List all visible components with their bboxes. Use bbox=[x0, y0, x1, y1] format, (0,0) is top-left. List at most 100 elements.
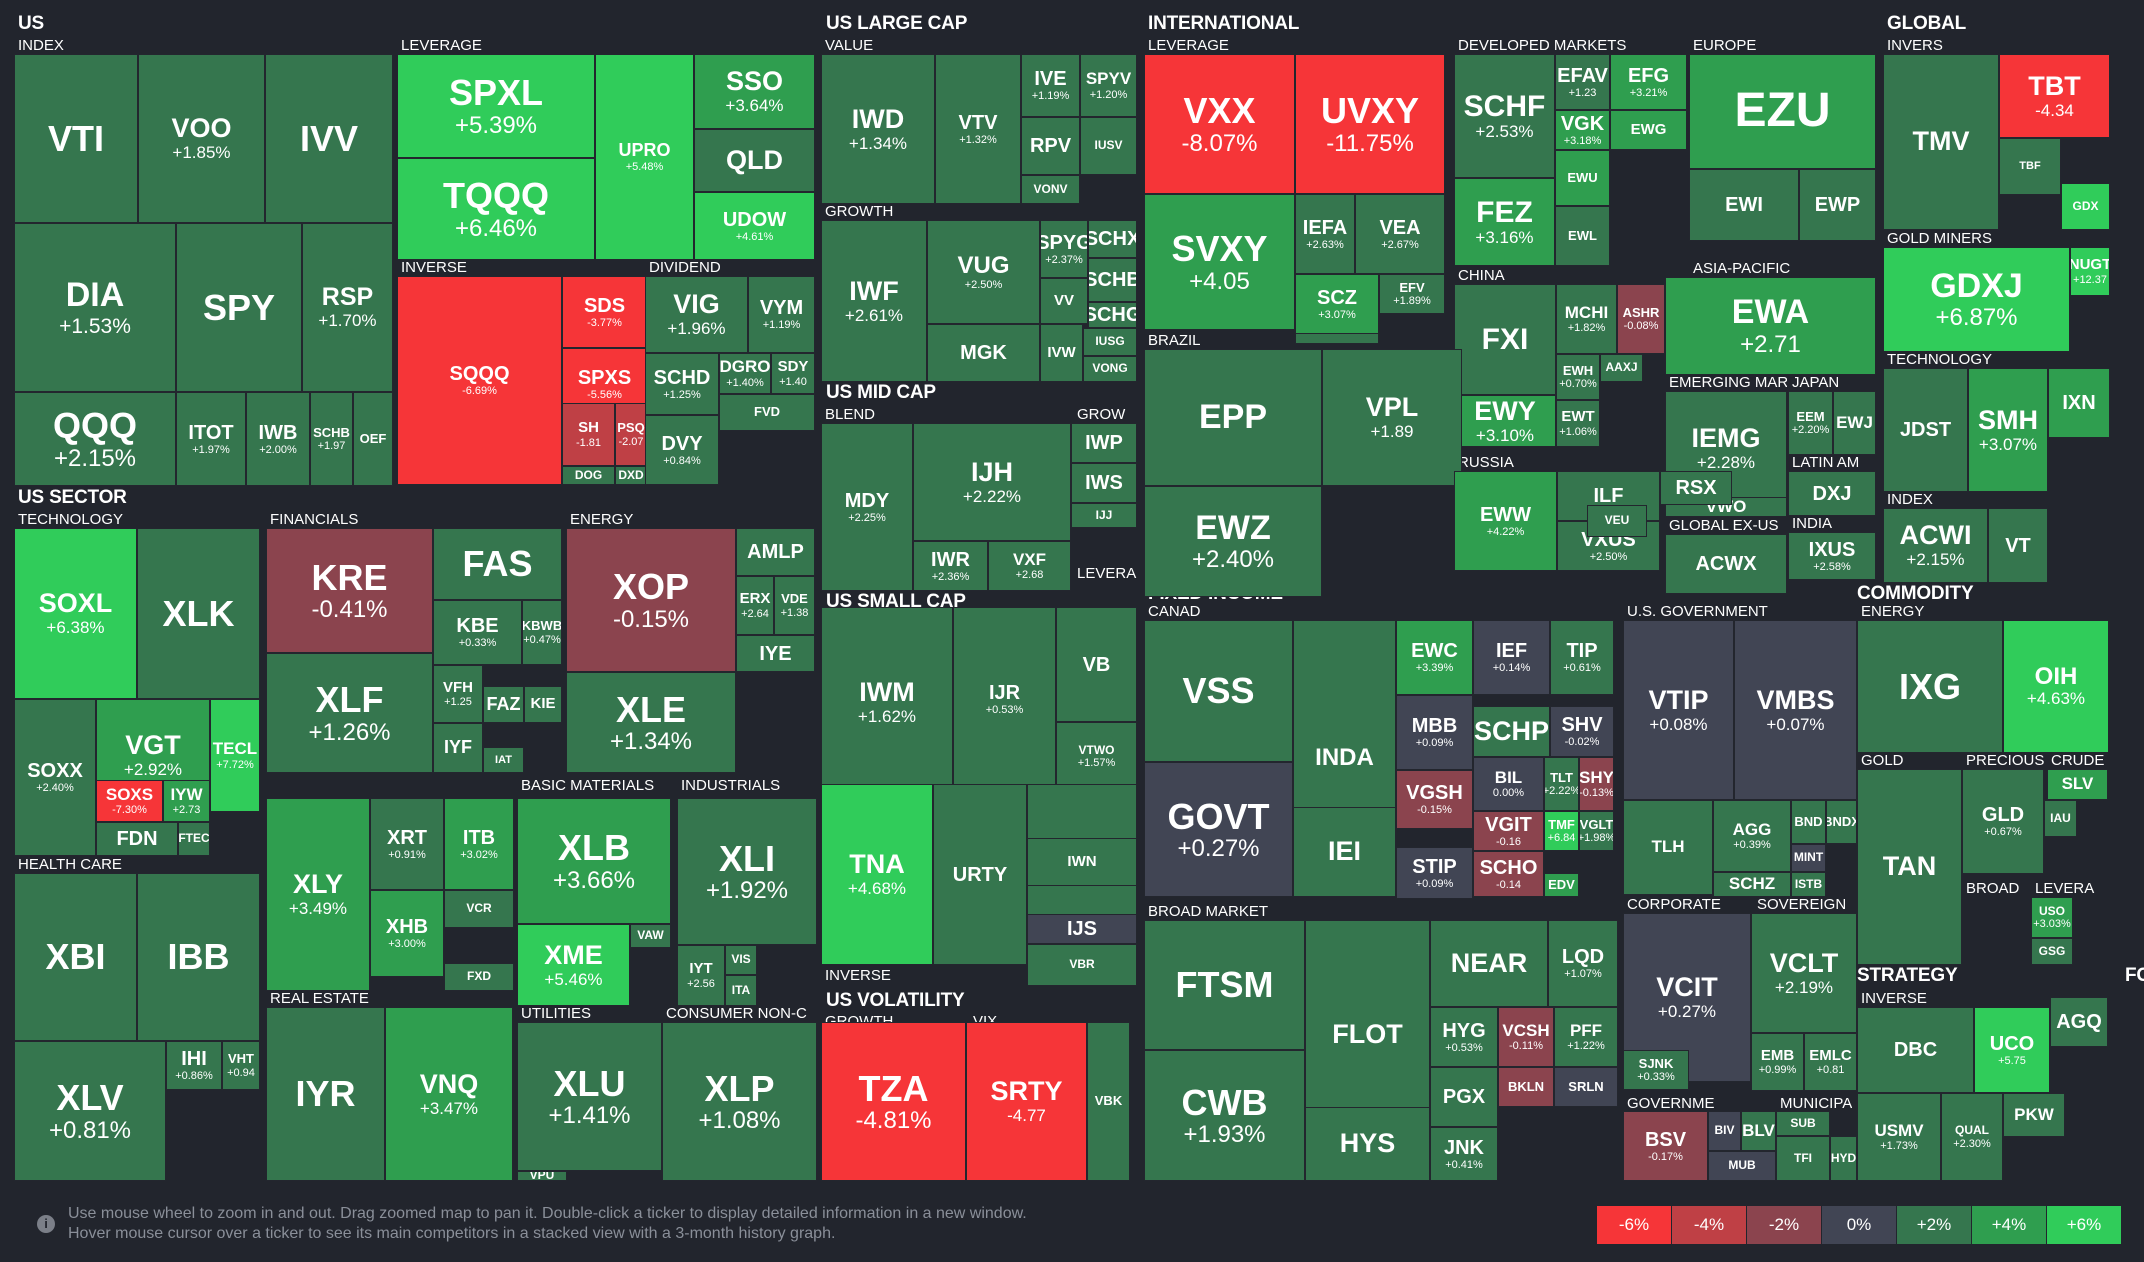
ticker-tile-tbt[interactable]: TBT -4.34 bbox=[1999, 54, 2110, 138]
ticker-tile-xhb[interactable]: XHB +3.00% bbox=[370, 890, 444, 977]
ticker-tile-xbi[interactable]: XBI bbox=[14, 873, 137, 1041]
ticker-tile-dbc[interactable]: DBC bbox=[1857, 1007, 1974, 1093]
ticker-tile-vtwo[interactable]: VTWO +1.57% bbox=[1056, 722, 1137, 791]
ticker-tile-sh[interactable]: SH -1.81 bbox=[562, 403, 615, 466]
ticker-tile-near[interactable]: NEAR bbox=[1430, 920, 1548, 1007]
ticker-tile-xlp[interactable]: XLP +1.08% bbox=[662, 1022, 817, 1181]
ticker-tile-vaw[interactable]: VAW bbox=[630, 924, 671, 948]
ticker-tile-dia[interactable]: DIA +1.53% bbox=[14, 223, 176, 392]
ticker-tile-sub[interactable]: SUB bbox=[1776, 1111, 1830, 1136]
ticker-tile-ewy[interactable]: EWY +3.10% bbox=[1454, 395, 1556, 447]
ticker-tile-tfi[interactable]: TFI bbox=[1776, 1136, 1830, 1181]
ticker-tile-kie[interactable]: KIE bbox=[524, 686, 562, 723]
ticker-tile-udow[interactable]: UDOW +4.61% bbox=[694, 192, 815, 260]
ticker-tile-xlk[interactable]: XLK bbox=[137, 528, 260, 699]
ticker-tile-shy[interactable]: SHY -0.13% bbox=[1579, 757, 1614, 811]
ticker-tile-smh[interactable]: SMH +3.07% bbox=[1968, 368, 2048, 492]
ticker-tile-spyg[interactable]: SPYG+2.37% bbox=[1040, 220, 1088, 278]
ticker-tile-sdy[interactable]: SDY +1.40 bbox=[771, 353, 815, 394]
ticker-tile-epp[interactable]: EPP bbox=[1144, 349, 1322, 486]
ticker-tile-vong[interactable]: VONG bbox=[1083, 356, 1137, 382]
ticker-tile-dxj[interactable]: DXJ bbox=[1788, 471, 1876, 516]
ticker-tile-spxl[interactable]: SPXL +5.39% bbox=[397, 54, 595, 158]
ticker-tile-rsx[interactable]: RSX bbox=[1660, 471, 1732, 505]
ticker-tile-mgk[interactable]: MGK bbox=[927, 324, 1040, 382]
ticker-tile-schd[interactable]: SCHD +1.25% bbox=[645, 353, 719, 415]
ticker-tile-fas[interactable]: FAS bbox=[433, 528, 562, 600]
ticker-tile-ixus[interactable]: IXUS +2.58% bbox=[1788, 532, 1876, 580]
ticker-tile-ijh[interactable]: IJH +2.22% bbox=[913, 423, 1071, 541]
ticker-tile-schb[interactable]: SCHB +1.97 bbox=[310, 392, 353, 486]
ticker-tile-schb[interactable]: SCHB bbox=[1088, 258, 1137, 302]
ticker-tile-vht[interactable]: VHT +0.94 bbox=[222, 1041, 260, 1090]
ticker-tile-tza[interactable]: TZA -4.81% bbox=[821, 1022, 966, 1181]
ticker-tile-biv[interactable]: BIV bbox=[1708, 1111, 1741, 1151]
ticker-tile-bnd[interactable]: BND bbox=[1791, 800, 1826, 844]
ticker-tile-ixn[interactable]: IXN bbox=[2048, 368, 2110, 438]
ticker-tile-tmf[interactable]: TMF +6.84 bbox=[1544, 811, 1579, 851]
ticker-tile-ijj[interactable]: IJJ bbox=[1071, 503, 1137, 528]
ticker-tile-xlu[interactable]: XLU +1.41% bbox=[517, 1022, 662, 1171]
ticker-tile-xlf[interactable]: XLF +1.26% bbox=[266, 653, 433, 773]
ticker-tile-ewu[interactable]: EWU bbox=[1555, 150, 1610, 206]
ticker-tile-vug[interactable]: VUG +2.50% bbox=[927, 220, 1040, 324]
ticker-tile-istb[interactable]: ISTB bbox=[1791, 872, 1826, 897]
ticker-tile-iye[interactable]: IYE bbox=[736, 635, 815, 672]
ticker-tile-iefa[interactable]: IEFA +2.63% bbox=[1295, 194, 1355, 274]
ticker-tile-rpv[interactable]: RPV bbox=[1021, 117, 1080, 175]
ticker-tile-fez[interactable]: FEZ +3.16% bbox=[1454, 178, 1555, 266]
ticker-tile-ive[interactable]: IVE +1.19% bbox=[1021, 54, 1080, 117]
ticker-tile-dog[interactable]: DOG bbox=[562, 466, 615, 485]
ticker-tile-vea[interactable]: VEA +2.67% bbox=[1355, 194, 1445, 274]
ticker-tile-edv[interactable]: EDV bbox=[1544, 873, 1579, 897]
ticker-tile-dgro[interactable]: DGRO +1.40% bbox=[719, 353, 771, 394]
ticker-tile-ewa[interactable]: EWA +2.71 bbox=[1665, 277, 1876, 375]
ticker-tile-dvy[interactable]: DVY +0.84% bbox=[645, 415, 719, 485]
ticker-tile-itb[interactable]: ITB +3.02% bbox=[444, 798, 514, 890]
ticker-tile-blv[interactable]: BLV bbox=[1741, 1111, 1776, 1151]
ticker-tile-vti[interactable]: VTI bbox=[14, 54, 138, 223]
ticker-tile-hyd[interactable]: HYD bbox=[1830, 1136, 1857, 1181]
ticker-tile-schz[interactable]: SCHZ bbox=[1713, 872, 1791, 897]
ticker-tile-vig[interactable]: VIG +1.96% bbox=[645, 276, 748, 353]
ticker-tile-iyr[interactable]: IYR bbox=[266, 1007, 385, 1181]
ticker-tile-fdn[interactable]: FDN bbox=[96, 822, 178, 856]
ticker-tile-vnq[interactable]: VNQ +3.47% bbox=[385, 1007, 513, 1181]
ticker-tile-uco[interactable]: UCO +5.75 bbox=[1974, 1007, 2050, 1093]
ticker-tile-iwn[interactable]: IWN bbox=[1027, 838, 1137, 886]
ticker-tile-mub[interactable]: MUB bbox=[1708, 1151, 1776, 1181]
ticker-tile-iusg[interactable]: IUSG bbox=[1083, 328, 1137, 356]
ticker-tile-iwm[interactable]: IWM +1.62% bbox=[821, 607, 953, 798]
ticker-tile-eww[interactable]: EWW +4.22% bbox=[1454, 471, 1557, 571]
ticker-tile-fxd[interactable]: FXD bbox=[444, 963, 514, 991]
ticker-tile-agg[interactable]: AGG +0.39% bbox=[1713, 800, 1791, 872]
ticker-tile-voo[interactable]: VOO +1.85% bbox=[138, 54, 265, 223]
ticker-tile-ijs[interactable]: IJS bbox=[1027, 914, 1137, 944]
ticker-tile-govt[interactable]: GOVT +0.27% bbox=[1144, 762, 1293, 897]
ticker-tile-ivv[interactable]: IVV bbox=[265, 54, 393, 223]
ticker-tile-pff[interactable]: PFF +1.22% bbox=[1554, 1007, 1618, 1067]
ticker-tile-xly[interactable]: XLY +3.49% bbox=[266, 798, 370, 991]
ticker-tile-vde[interactable]: VDE +1.38 bbox=[774, 576, 815, 635]
ticker-tile-vis[interactable]: VIS bbox=[725, 945, 757, 975]
ticker-tile-vym[interactable]: VYM +1.19% bbox=[748, 276, 815, 353]
ticker-tile-efg[interactable]: EFG +3.21% bbox=[1610, 54, 1687, 110]
ticker-tile-efav[interactable]: EFAV +1.23 bbox=[1555, 54, 1610, 110]
ticker-tile-vss[interactable]: VSS bbox=[1144, 620, 1293, 762]
ticker-tile-iwp[interactable]: IWP bbox=[1071, 423, 1137, 463]
ticker-tile-usmv[interactable]: USMV +1.73% bbox=[1857, 1093, 1941, 1181]
ticker-tile-vxf[interactable]: VXF +2.68 bbox=[988, 541, 1071, 591]
ticker-tile-vbk[interactable]: VBK bbox=[1087, 1022, 1130, 1181]
ticker-tile-vbr[interactable]: VBR bbox=[1027, 944, 1137, 986]
ticker-tile-acwx[interactable]: ACWX bbox=[1665, 534, 1787, 594]
ticker-tile-emlc[interactable]: EMLC +0.81 bbox=[1804, 1033, 1857, 1091]
ticker-tile-cwb[interactable]: CWB +1.93% bbox=[1144, 1050, 1305, 1181]
ticker-tile-urty[interactable]: URTY bbox=[933, 784, 1027, 965]
ticker-tile-vglt[interactable]: VGLT +1.98% bbox=[1579, 811, 1614, 851]
ticker-tile-ixg[interactable]: IXG bbox=[1857, 620, 2003, 753]
ticker-tile-tlh[interactable]: TLH bbox=[1623, 800, 1713, 895]
ticker-tile-vpu[interactable]: VPU bbox=[517, 1171, 567, 1181]
ticker-tile-uso[interactable]: USO +3.03% bbox=[2031, 897, 2073, 938]
ticker-tile-ief[interactable]: IEF +0.14% bbox=[1473, 620, 1550, 695]
ticker-tile-vtv[interactable]: VTV +1.32% bbox=[935, 54, 1021, 204]
